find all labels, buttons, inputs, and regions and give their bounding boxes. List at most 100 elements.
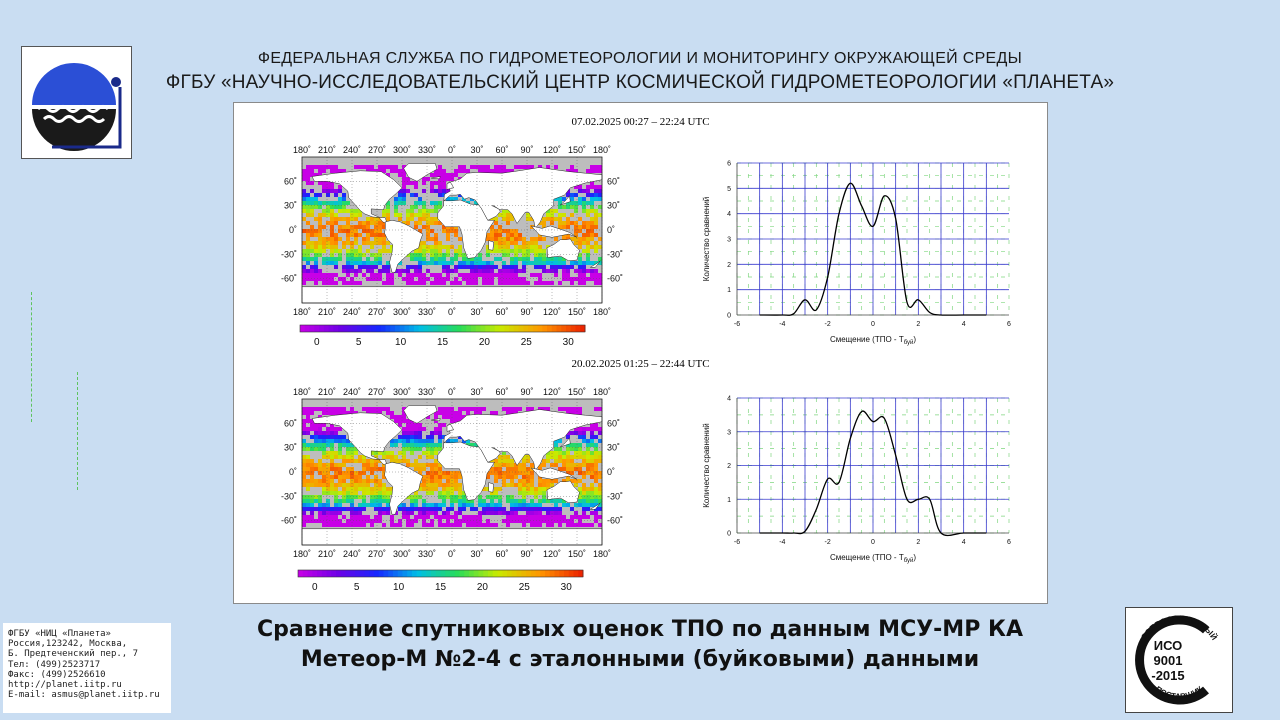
- figure-panel: 07.02.2025 00:27 – 22:24 UTC 20.02.2025 …: [233, 102, 1048, 604]
- sst-pixel: [426, 463, 430, 467]
- sst-pixel: [306, 229, 310, 233]
- sst-pixel: [410, 507, 414, 511]
- sst-pixel: [406, 507, 410, 511]
- sst-pixel: [374, 261, 378, 265]
- sst-pixel: [446, 479, 450, 483]
- sst-pixel: [362, 261, 366, 265]
- sst-pixel: [322, 261, 326, 265]
- sst-pixel: [442, 499, 446, 503]
- sst-pixel: [562, 269, 566, 273]
- lon-tick-label-bottom: 120˚: [543, 307, 561, 317]
- sst-pixel: [598, 515, 602, 519]
- sst-pixel: [598, 491, 602, 495]
- sst-pixel: [314, 201, 318, 205]
- sst-pixel: [486, 487, 490, 491]
- sst-pixel: [398, 523, 402, 527]
- colorbar-swatch: [580, 325, 586, 332]
- sst-pixel: [490, 265, 494, 269]
- sst-pixel: [546, 213, 550, 217]
- sst-pixel: [570, 471, 574, 475]
- sst-pixel: [594, 443, 598, 447]
- sst-pixel: [306, 447, 310, 451]
- sst-pixel: [422, 523, 426, 527]
- sst-pixel: [410, 451, 414, 455]
- header-line-1: ФЕДЕРАЛЬНАЯ СЛУЖБА ПО ГИДРОМЕТЕОРОЛОГИИ …: [257, 50, 1023, 67]
- sst-pixel: [438, 515, 442, 519]
- sst-pixel: [546, 523, 550, 527]
- sst-pixel: [562, 407, 566, 411]
- sst-pixel: [398, 269, 402, 273]
- sst-pixel: [598, 213, 602, 217]
- sst-pixel: [566, 435, 570, 439]
- sst-pixel: [590, 229, 594, 233]
- sst-pixel: [574, 483, 578, 487]
- sst-pixel: [530, 237, 534, 241]
- sst-pixel: [330, 241, 334, 245]
- sst-pixel: [314, 519, 318, 523]
- sst-pixel: [342, 523, 346, 527]
- sst-pixel: [318, 447, 322, 451]
- sst-pixel: [394, 419, 398, 423]
- sst-pixel: [478, 515, 482, 519]
- sst-pixel: [342, 443, 346, 447]
- sst-pixel: [450, 483, 454, 487]
- sst-pixel: [454, 233, 458, 237]
- sst-pixel: [570, 447, 574, 451]
- sst-pixel: [322, 507, 326, 511]
- sst-pixel: [314, 273, 318, 277]
- sst-pixel: [458, 411, 462, 415]
- sst-pixel: [490, 169, 494, 173]
- sst-pixel: [426, 233, 430, 237]
- sst-pixel: [302, 281, 306, 285]
- sst-pixel: [422, 261, 426, 265]
- sst-pixel: [394, 511, 398, 515]
- contact-website-link[interactable]: http://planet.iitp.ru: [8, 680, 122, 691]
- sst-pixel: [598, 185, 602, 189]
- sst-pixel: [394, 523, 398, 527]
- sst-pixel: [314, 193, 318, 197]
- sst-pixel: [554, 265, 558, 269]
- sst-pixel: [422, 253, 426, 257]
- sst-pixel: [558, 467, 562, 471]
- colorbar-swatch: [511, 570, 517, 577]
- sst-pixel: [338, 523, 342, 527]
- sst-pixel: [538, 265, 542, 269]
- sst-pixel: [378, 277, 382, 281]
- sst-pixel: [326, 479, 330, 483]
- sst-pixel: [362, 253, 366, 257]
- sst-pixel: [514, 515, 518, 519]
- sst-pixel: [378, 165, 382, 169]
- sst-pixel: [438, 523, 442, 527]
- sst-pixel: [402, 447, 406, 451]
- sst-pixel: [442, 475, 446, 479]
- x-tick-label: 2: [916, 321, 920, 328]
- sst-pixel: [534, 495, 538, 499]
- sst-pixel: [422, 427, 426, 431]
- sst-pixel: [382, 241, 386, 245]
- sst-pixel: [318, 467, 322, 471]
- sst-pixel: [306, 411, 310, 415]
- sst-pixel: [322, 467, 326, 471]
- sst-pixel: [598, 273, 602, 277]
- sst-pixel: [310, 407, 314, 411]
- sst-pixel: [570, 277, 574, 281]
- sst-pixel: [334, 169, 338, 173]
- sst-pixel: [414, 439, 418, 443]
- sst-pixel: [398, 451, 402, 455]
- sst-pixel: [326, 483, 330, 487]
- sst-pixel: [458, 169, 462, 173]
- sst-pixel: [342, 197, 346, 201]
- contact-email-link[interactable]: E-mail: asmus@planet.iitp.ru: [8, 690, 160, 701]
- sst-pixel: [334, 519, 338, 523]
- sst-pixel: [386, 411, 390, 415]
- sst-pixel: [346, 253, 350, 257]
- sst-pixel: [590, 495, 594, 499]
- colorbar-swatch: [416, 570, 422, 577]
- sst-pixel: [578, 503, 582, 507]
- sst-pixel: [478, 411, 482, 415]
- sst-pixel: [374, 463, 378, 467]
- sst-pixel: [502, 253, 506, 257]
- sst-pixel: [434, 419, 438, 423]
- sst-pixel: [590, 423, 594, 427]
- sst-pixel: [586, 507, 590, 511]
